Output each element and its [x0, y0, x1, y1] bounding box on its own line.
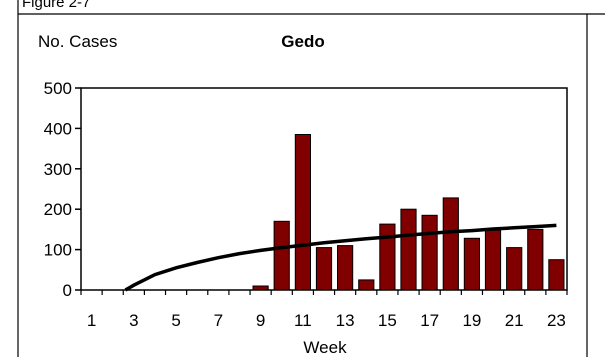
- bar-week-20: [484, 229, 502, 291]
- bar-week-23: [548, 259, 565, 291]
- bar-week-13: [337, 245, 354, 291]
- bars: [252, 134, 565, 291]
- bar-week-16: [400, 208, 417, 291]
- bar-week-15: [379, 223, 396, 291]
- x-tick-label: 3: [129, 311, 138, 330]
- x-tick-label: 17: [420, 311, 439, 330]
- bar-week-14: [358, 279, 375, 291]
- y-tick-label: 200: [44, 200, 72, 219]
- y-tick-label: 300: [44, 160, 72, 179]
- y-axis-label: No. Cases: [38, 32, 117, 51]
- bar-week-17: [421, 214, 438, 291]
- y-tick-label: 500: [44, 79, 72, 98]
- figure-border: [17, 0, 605, 357]
- bar-week-12: [315, 247, 333, 291]
- x-tick-label: 19: [462, 311, 481, 330]
- bar-week-9: [252, 285, 269, 291]
- x-axis: 1 3 5 7 9 11 13 15 17 19 21 23: [80, 290, 568, 330]
- bar-week-11: [294, 134, 311, 291]
- x-tick-label: 9: [256, 311, 265, 330]
- x-tick-label: 5: [171, 311, 180, 330]
- x-axis-label: Week: [303, 338, 347, 357]
- bar-week-18: [442, 197, 459, 291]
- chart-title: Gedo: [281, 32, 324, 51]
- x-tick-label: 15: [378, 311, 397, 330]
- bar-week-22: [527, 228, 544, 291]
- x-tick-label: 21: [505, 311, 524, 330]
- y-tick-label: 100: [44, 241, 72, 260]
- x-tick-label: 11: [294, 311, 312, 330]
- x-tick-label: 13: [336, 311, 355, 330]
- figure-label: Figure 2-7: [22, 0, 91, 11]
- bar-week-10: [273, 220, 290, 291]
- y-tick-label: 0: [63, 281, 72, 300]
- x-tick-label: 1: [87, 311, 96, 330]
- bar-week-19: [463, 237, 480, 291]
- x-tick-label: 7: [214, 311, 223, 330]
- y-tick-label: 400: [44, 119, 72, 138]
- y-axis: 0 100 200 300 400 500: [44, 79, 81, 300]
- x-tick-label: 23: [547, 311, 566, 330]
- bar-week-21: [506, 247, 523, 291]
- trendline: [124, 223, 557, 292]
